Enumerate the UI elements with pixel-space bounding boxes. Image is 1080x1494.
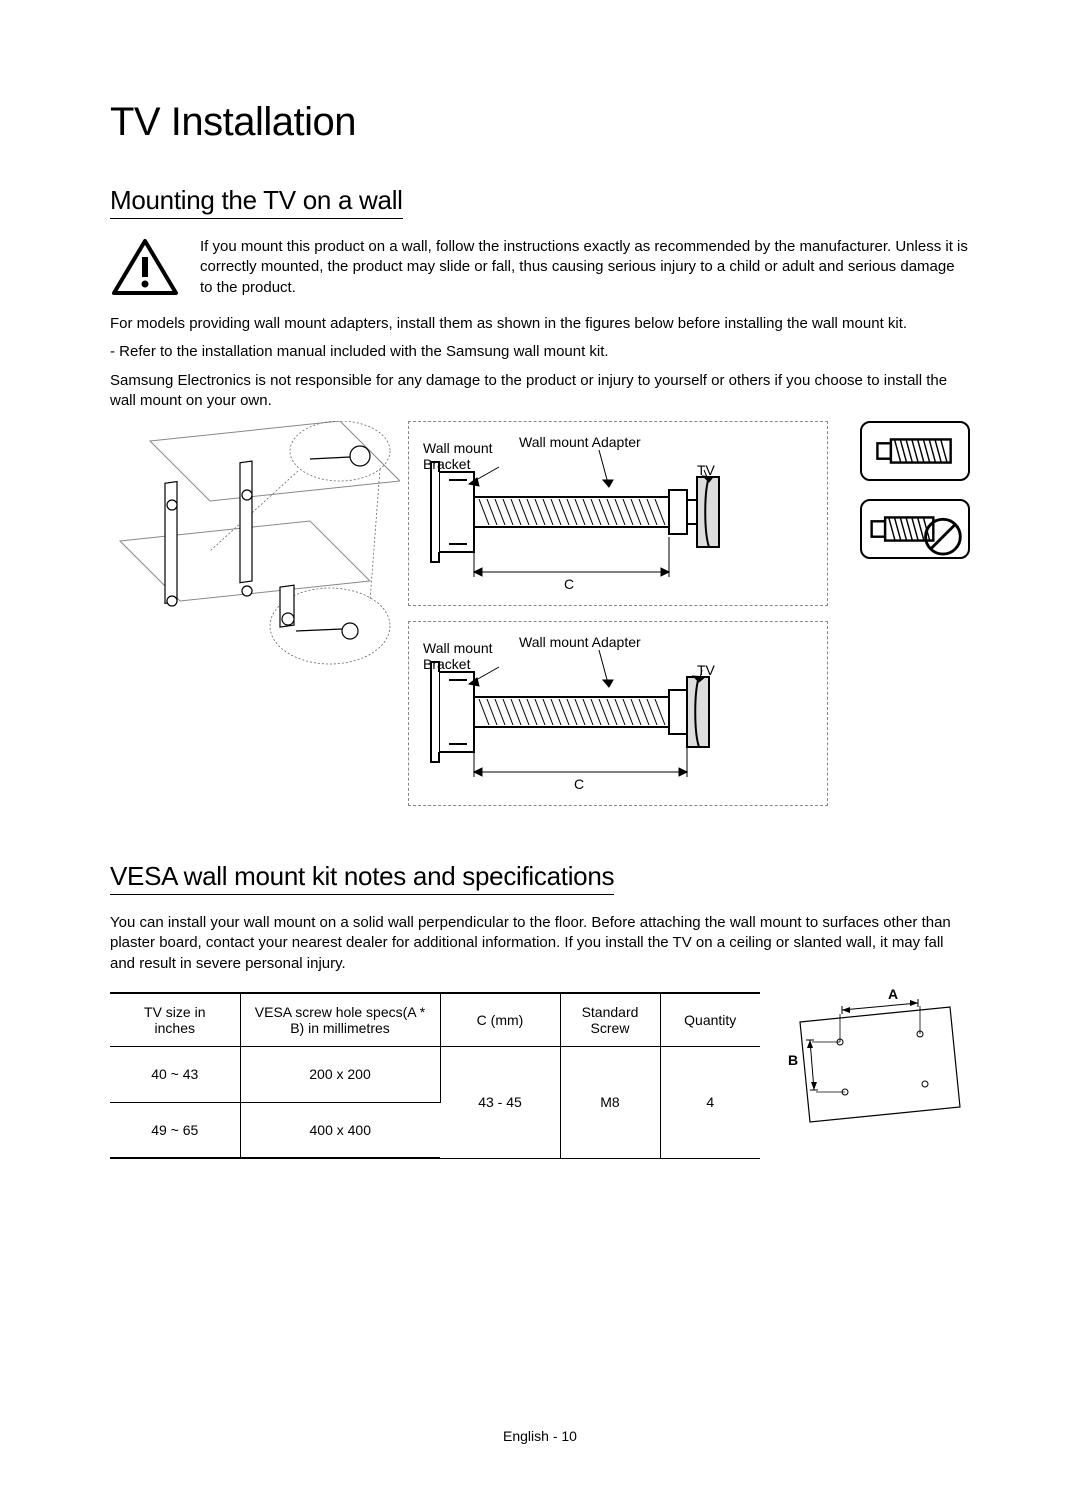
- cell-size: 49 ~ 65: [110, 1102, 240, 1158]
- page-footer: English - 10: [0, 1428, 1080, 1444]
- warning-icon: [110, 237, 180, 302]
- cell-vesa: 200 x 200: [240, 1046, 440, 1102]
- col-c: C (mm): [440, 993, 560, 1047]
- screw-no-icon: [860, 499, 970, 559]
- footer-page: 10: [561, 1428, 577, 1444]
- page-title: TV Installation: [110, 100, 970, 145]
- footer-sep: -: [549, 1428, 561, 1444]
- label-c: C: [564, 576, 574, 592]
- cell-size: 40 ~ 43: [110, 1046, 240, 1102]
- label-c: C: [574, 776, 584, 792]
- section1-p2: Samsung Electronics is not responsible f…: [110, 371, 970, 412]
- cell-screw: M8: [560, 1046, 660, 1158]
- table-row: 40 ~ 43 200 x 200 43 - 45 M8 4: [110, 1046, 760, 1102]
- cell-qty: 4: [660, 1046, 760, 1158]
- col-screw: Standard Screw: [560, 993, 660, 1047]
- table-header-row: TV size in inches VESA screw hole specs(…: [110, 993, 760, 1047]
- label-a: A: [888, 986, 898, 1002]
- section1-p1: For models providing wall mount adapters…: [110, 314, 970, 334]
- label-bracket: Wall mount Bracket: [423, 440, 503, 472]
- footer-lang: English: [503, 1428, 549, 1444]
- figure-detail-top: Wall mount Bracket Wall mount Adapter TV…: [408, 421, 828, 606]
- label-tv: TV: [697, 462, 715, 478]
- label-bracket: Wall mount Bracket: [423, 640, 503, 672]
- cell-vesa: 400 x 400: [240, 1102, 440, 1158]
- screw-ok-icon: [860, 421, 970, 481]
- vesa-diagram: A B: [780, 992, 970, 1132]
- warning-text: If you mount this product on a wall, fol…: [200, 237, 970, 298]
- section2-heading: VESA wall mount kit notes and specificat…: [110, 861, 614, 895]
- screw-icons: [860, 421, 970, 577]
- label-adapter: Wall mount Adapter: [519, 634, 641, 650]
- figure-area: Wall mount Bracket Wall mount Adapter TV…: [110, 421, 970, 821]
- label-tv: TV: [697, 662, 715, 678]
- cell-c: 43 - 45: [440, 1046, 560, 1158]
- label-b: B: [788, 1052, 798, 1068]
- label-adapter: Wall mount Adapter: [519, 434, 641, 450]
- figure-left-iso: [110, 421, 400, 691]
- figure-detail-bottom: Wall mount Bracket Wall mount Adapter TV…: [408, 621, 828, 806]
- col-size: TV size in inches: [110, 993, 240, 1047]
- section1-bullet1: Refer to the installation manual include…: [124, 342, 970, 362]
- spec-table: TV size in inches VESA screw hole specs(…: [110, 992, 760, 1160]
- col-qty: Quantity: [660, 993, 760, 1047]
- section2-p1: You can install your wall mount on a sol…: [110, 913, 970, 974]
- warning-block: If you mount this product on a wall, fol…: [110, 237, 970, 302]
- col-vesa: VESA screw hole specs(A * B) in millimet…: [240, 993, 440, 1047]
- section1-heading: Mounting the TV on a wall: [110, 185, 403, 219]
